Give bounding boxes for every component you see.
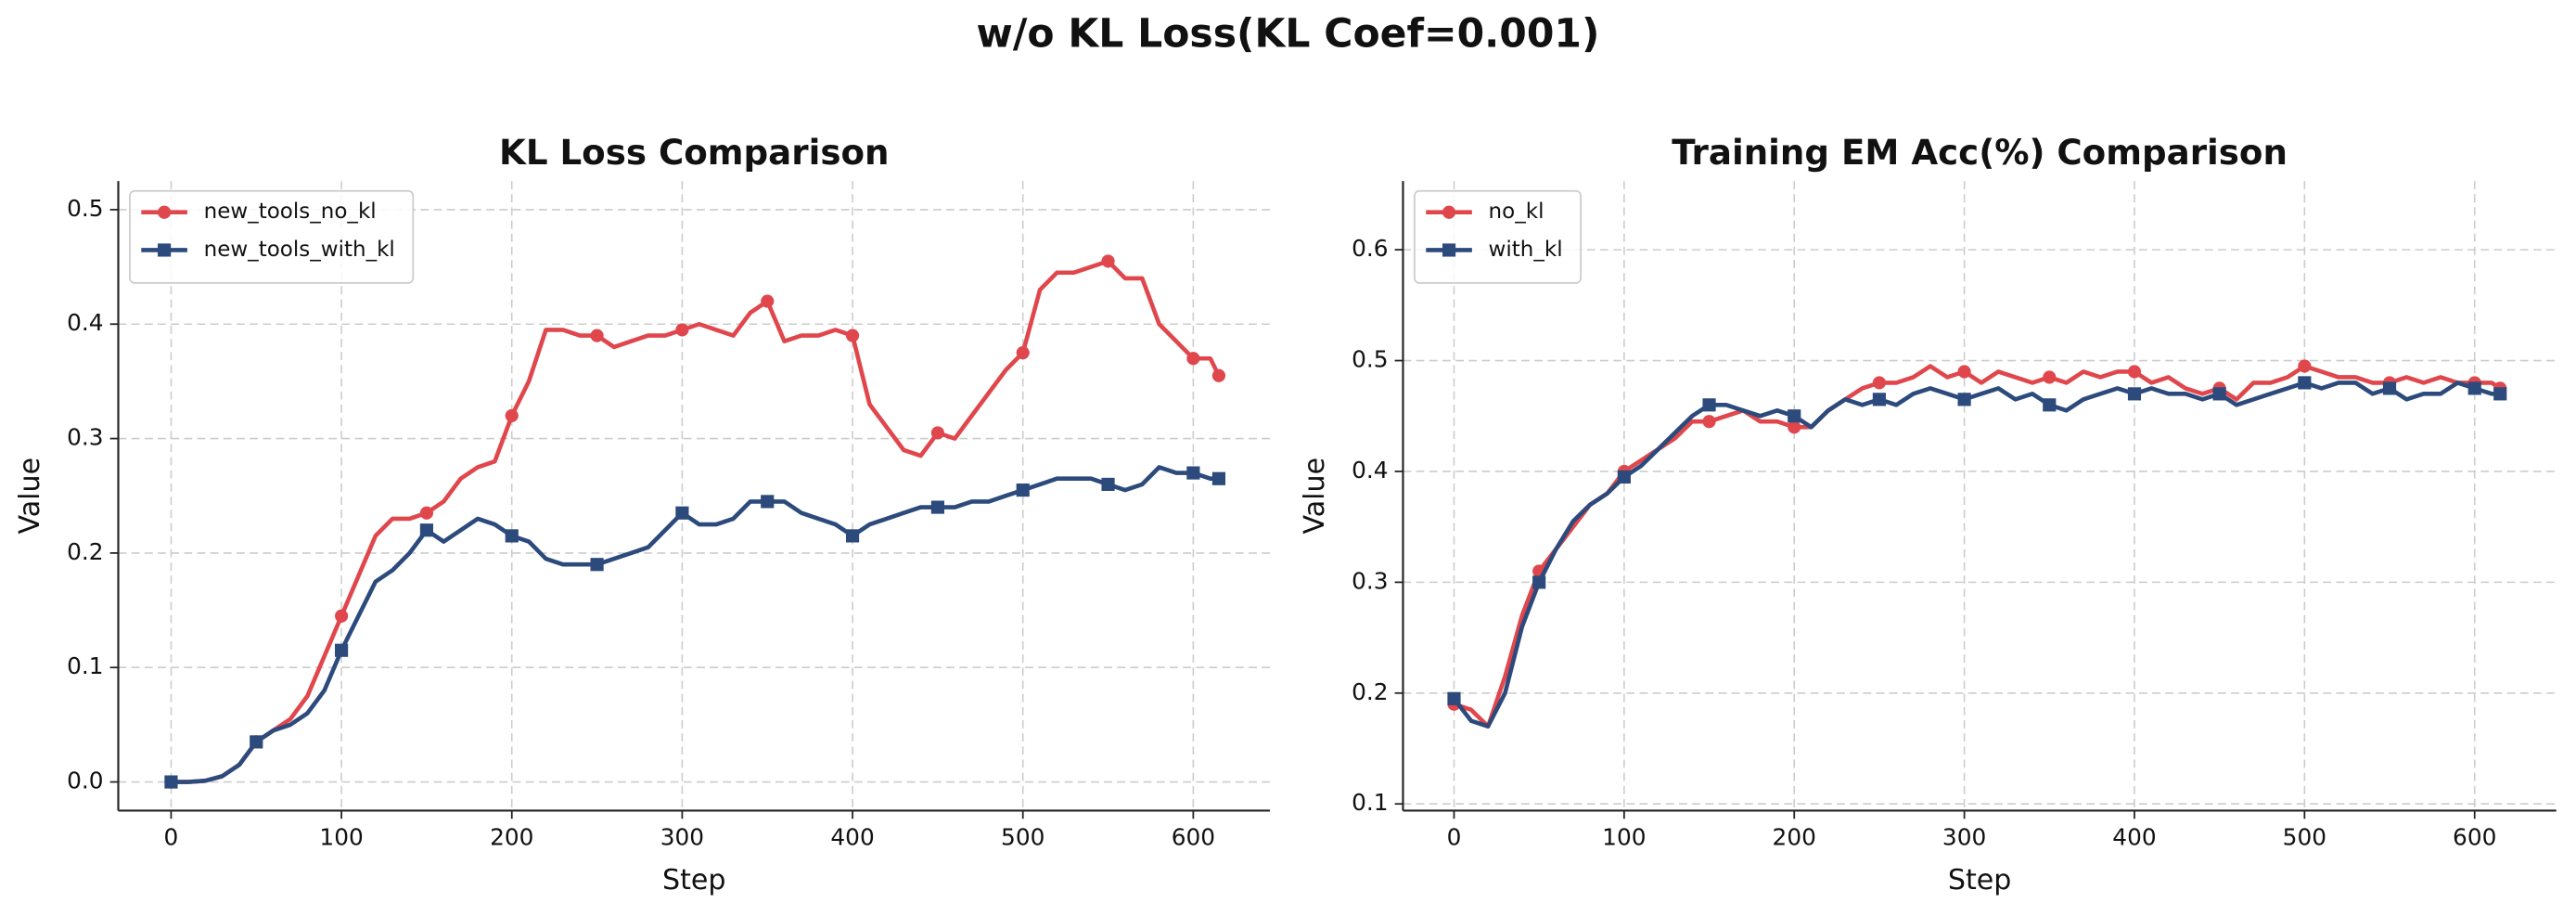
marker bbox=[2212, 387, 2226, 401]
legend-label: new_tools_with_kl bbox=[204, 238, 395, 262]
x-tick-label: 100 bbox=[319, 823, 363, 850]
x-tick-label: 600 bbox=[1172, 823, 1215, 850]
series-line bbox=[1452, 381, 2501, 729]
marker bbox=[675, 506, 689, 520]
legend-marker bbox=[158, 205, 172, 219]
marker bbox=[590, 329, 604, 342]
y-tick-label: 0.2 bbox=[67, 538, 103, 565]
legend-marker bbox=[1442, 243, 1456, 257]
suptitle: w/o KL Loss(KL Coef=0.001) bbox=[977, 12, 1600, 58]
x-axis-label: Step bbox=[1948, 864, 2012, 897]
x-tick-label: 600 bbox=[2453, 823, 2496, 850]
marker bbox=[1617, 470, 1631, 484]
x-tick-label: 100 bbox=[1602, 823, 1646, 850]
marker bbox=[1211, 471, 1226, 485]
marker bbox=[1101, 477, 1115, 491]
marker bbox=[250, 735, 263, 749]
x-tick-label: 400 bbox=[830, 823, 874, 850]
series-line bbox=[171, 259, 1221, 784]
legend-label: new_tools_no_kl bbox=[204, 200, 377, 224]
x-tick-label: 200 bbox=[1773, 823, 1816, 850]
marker bbox=[845, 329, 860, 342]
marker bbox=[1957, 393, 1971, 406]
marker bbox=[2043, 398, 2057, 412]
x-tick-label: 400 bbox=[2112, 823, 2156, 850]
legend-marker bbox=[158, 243, 172, 257]
y-tick-label: 0.5 bbox=[1352, 346, 1388, 373]
marker bbox=[845, 529, 860, 543]
marker bbox=[930, 500, 944, 514]
marker bbox=[1186, 352, 1200, 366]
marker bbox=[1702, 398, 1716, 412]
marker bbox=[2127, 365, 2142, 379]
marker bbox=[1447, 691, 1461, 705]
marker bbox=[164, 775, 178, 789]
x-tick-label: 500 bbox=[2283, 823, 2326, 850]
y-tick-label: 0.1 bbox=[1352, 789, 1388, 816]
x-axis-label: Step bbox=[662, 864, 726, 897]
chart-title: Training EM Acc(%) Comparison bbox=[1672, 132, 2288, 173]
marker bbox=[2493, 387, 2507, 401]
legend-box bbox=[129, 189, 415, 284]
marker bbox=[1702, 415, 1716, 429]
marker bbox=[761, 294, 775, 308]
legend: no_kl with_kl bbox=[1413, 189, 1582, 284]
marker bbox=[675, 323, 689, 337]
y-tick-label: 0.0 bbox=[67, 768, 103, 794]
legend-label: no_kl bbox=[1489, 200, 1544, 224]
legend-marker bbox=[1442, 205, 1456, 219]
x-tick-label: 0 bbox=[164, 823, 179, 850]
legend-label: with_kl bbox=[1489, 238, 1563, 262]
series-line bbox=[1453, 364, 2502, 729]
marker bbox=[761, 495, 775, 509]
marker bbox=[1872, 393, 1887, 406]
x-tick-label: 0 bbox=[1447, 823, 1462, 850]
x-tick-label: 200 bbox=[490, 823, 533, 850]
marker bbox=[335, 643, 349, 657]
marker bbox=[1211, 368, 1226, 382]
y-tick-label: 0.6 bbox=[1352, 235, 1388, 262]
y-axis-label: Value bbox=[14, 458, 46, 535]
y-tick-label: 0.3 bbox=[1352, 567, 1388, 594]
chart-title: KL Loss Comparison bbox=[499, 132, 889, 173]
marker bbox=[1788, 420, 1801, 434]
marker bbox=[419, 506, 434, 520]
x-tick-label: 300 bbox=[660, 823, 704, 850]
marker bbox=[1532, 575, 1546, 589]
marker bbox=[2298, 359, 2312, 373]
marker bbox=[1016, 345, 1030, 360]
marker bbox=[419, 523, 434, 537]
series-line bbox=[171, 465, 1219, 784]
x-tick-label: 500 bbox=[1001, 823, 1044, 850]
marker bbox=[2127, 387, 2142, 401]
marker bbox=[1101, 254, 1115, 268]
marker bbox=[335, 609, 349, 623]
y-tick-label: 0.2 bbox=[1352, 678, 1388, 705]
marker bbox=[1957, 365, 1971, 379]
x-tick-label: 300 bbox=[1942, 823, 1986, 850]
marker bbox=[2467, 381, 2481, 395]
marker bbox=[505, 529, 519, 543]
marker bbox=[590, 558, 604, 572]
y-tick-label: 0.5 bbox=[67, 195, 103, 222]
marker bbox=[2382, 381, 2397, 395]
marker bbox=[1872, 376, 1887, 390]
marker bbox=[2043, 370, 2057, 384]
y-tick-label: 0.3 bbox=[67, 424, 103, 451]
y-tick-label: 0.4 bbox=[67, 309, 103, 336]
marker bbox=[1788, 409, 1801, 423]
legend: new_tools_no_kl new_tools_with_kl bbox=[129, 189, 415, 284]
marker bbox=[930, 426, 944, 440]
marker bbox=[1186, 466, 1200, 480]
y-tick-label: 0.1 bbox=[67, 652, 103, 679]
y-tick-label: 0.4 bbox=[1352, 457, 1388, 484]
marker bbox=[1016, 483, 1030, 497]
marker bbox=[2298, 376, 2312, 390]
marker bbox=[505, 408, 519, 422]
y-axis-label: Value bbox=[1299, 458, 1331, 535]
